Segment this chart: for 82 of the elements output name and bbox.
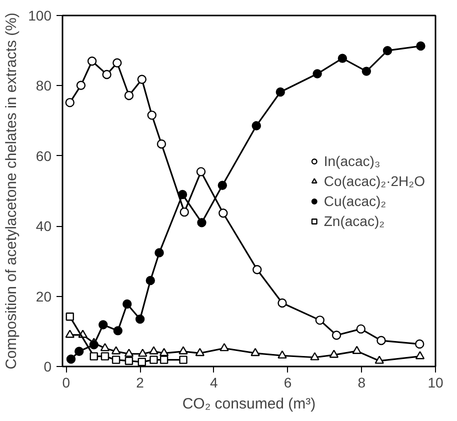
point [98,320,108,330]
point [315,316,325,325]
point [197,218,206,228]
point [352,346,362,354]
point [278,298,287,308]
point [329,350,339,358]
point [374,356,384,364]
point [332,330,342,340]
point [65,98,74,108]
y-tick-label: 100 [28,8,52,24]
x-tick-label: 2 [136,374,144,390]
point [87,56,97,66]
point [135,314,145,324]
point [376,336,386,346]
point [102,70,112,80]
point [74,346,84,356]
point [160,356,168,364]
point [122,299,132,309]
point [415,351,425,360]
point [138,348,148,357]
point [100,352,110,360]
point [220,343,229,352]
y-tick-label: 60 [36,148,52,164]
point [90,352,98,360]
y-tick-label: 0 [44,358,52,374]
point [382,46,392,56]
point [147,110,156,120]
point [138,358,146,366]
point [112,58,122,68]
y-tick-label: 40 [36,218,52,234]
point [146,276,155,286]
point [356,324,366,334]
point [362,66,372,76]
point [218,180,228,190]
point [252,265,262,274]
x-tick-label: 0 [62,374,70,390]
y-tick-label: 80 [36,78,52,94]
point [196,167,206,176]
point [100,343,110,352]
legend-label: In(acac)₃ [324,152,380,168]
point [178,346,188,354]
point [112,356,120,364]
point [124,356,134,365]
point [159,348,169,356]
point [156,139,166,149]
point [195,348,204,356]
point [66,354,76,364]
point [415,339,424,349]
point [149,346,158,354]
point [276,87,285,97]
point [76,80,86,90]
point [338,54,348,63]
point [178,190,188,200]
y-tick-label: 20 [36,288,52,304]
point [278,350,287,359]
point [150,356,158,364]
point [124,348,134,357]
point [89,340,98,350]
point [113,326,122,336]
point [111,346,121,354]
point [312,69,322,78]
x-tick-label: 10 [428,374,444,390]
y-axis-title: Composition of acetylacetone chelates in extracts (%) [3,12,20,370]
point [250,348,260,356]
point [218,208,228,218]
legend-label: Cu(acac)₂ [324,192,386,208]
point [180,207,189,217]
point [66,312,74,321]
point [154,248,164,258]
x-tick-label: 8 [358,374,366,390]
point [124,90,134,100]
point [179,356,188,364]
x-axis-title: CO₂ consumed (m³) [182,396,316,412]
point [416,41,426,51]
legend-label: Zn(acac)₂ [324,212,385,228]
x-tick-label: 4 [210,374,218,390]
point [310,352,320,360]
x-tick-label: 6 [284,374,292,390]
legend-label: Co(acac)₂·2H₂O [324,172,425,188]
point [65,330,74,338]
point [137,74,146,84]
point [252,121,261,130]
